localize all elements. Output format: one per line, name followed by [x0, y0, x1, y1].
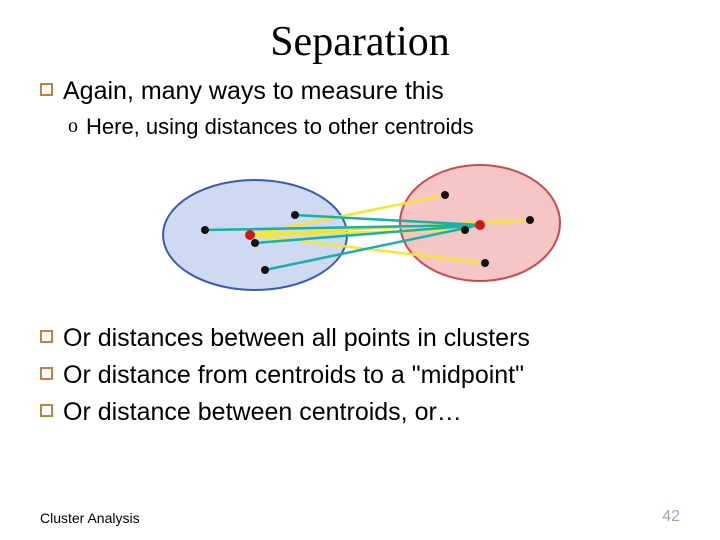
page-number: 42 — [662, 508, 680, 526]
bullet-main-4: Or distance between centroids, or… — [40, 397, 680, 428]
bullet-text: Here, using distances to other centroids — [86, 113, 474, 141]
cluster-diagram — [145, 155, 575, 305]
bullet-sub-1: o Here, using distances to other centroi… — [40, 113, 680, 141]
bullet-main-1: Again, many ways to measure this — [40, 76, 680, 107]
bullet-main-2: Or distances between all points in clust… — [40, 323, 680, 354]
footer-title: Cluster Analysis — [40, 510, 140, 526]
square-bullet-icon — [40, 404, 53, 417]
bullet-text: Or distance from centroids to a "midpoin… — [63, 360, 524, 391]
square-bullet-icon — [40, 83, 53, 96]
bullet-text: Or distance between centroids, or… — [63, 397, 462, 428]
bullet-main-3: Or distance from centroids to a "midpoin… — [40, 360, 680, 391]
cluster-diagram-container — [40, 155, 680, 305]
slide-footer: Cluster Analysis 42 — [40, 508, 680, 526]
bullet-text: Or distances between all points in clust… — [63, 323, 530, 354]
slide-content: Again, many ways to measure this o Here,… — [0, 76, 720, 429]
circle-bullet-icon: o — [68, 113, 78, 139]
square-bullet-icon — [40, 330, 53, 343]
square-bullet-icon — [40, 367, 53, 380]
slide-title: Separation — [0, 0, 720, 76]
bullet-text: Again, many ways to measure this — [63, 76, 444, 107]
